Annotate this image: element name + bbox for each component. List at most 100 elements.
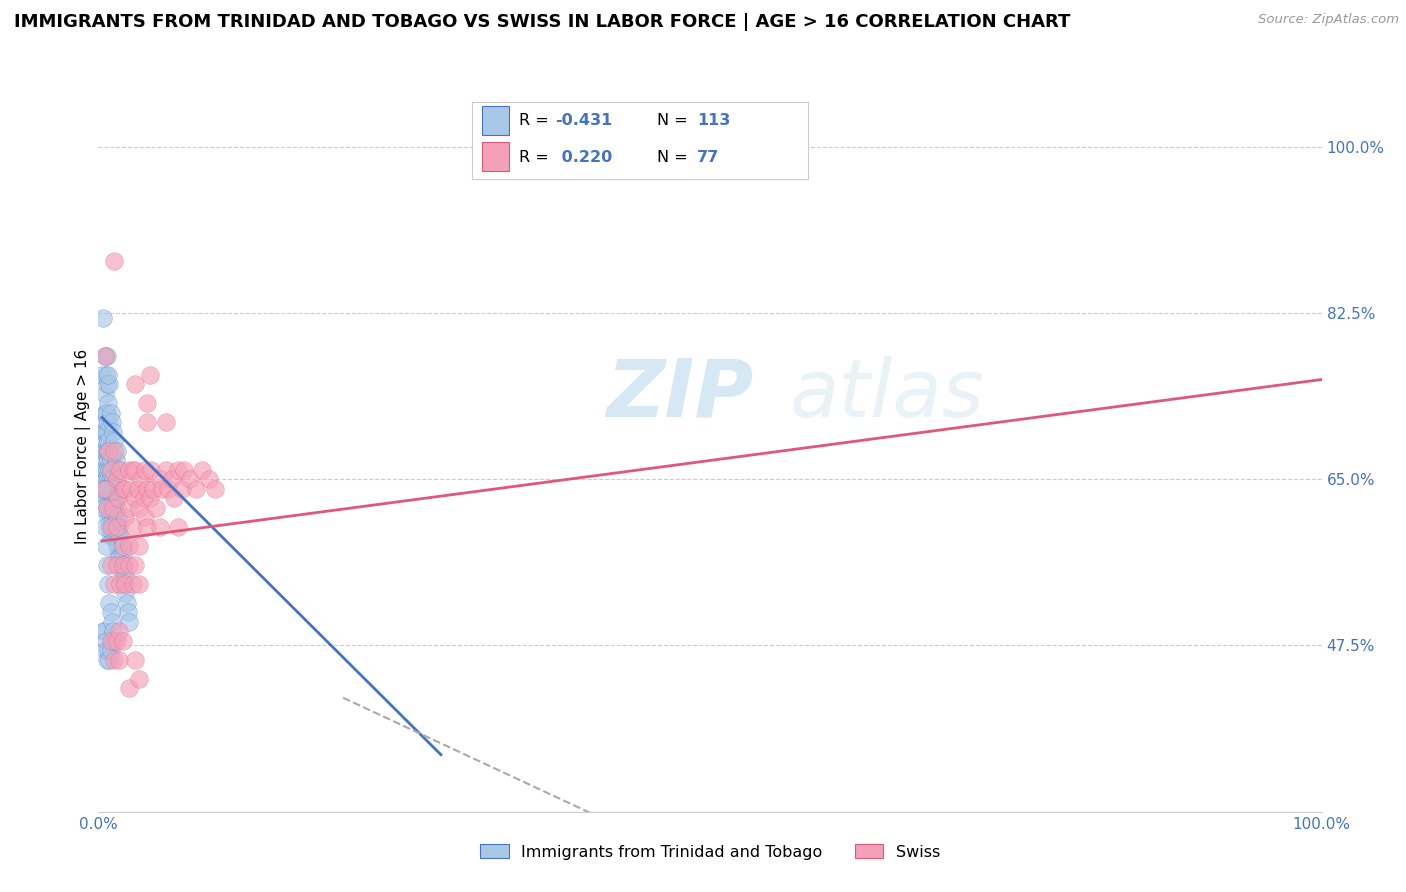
- Point: [104, 510, 127, 524]
- Point: [93, 482, 115, 496]
- Point: [94, 633, 117, 648]
- Point: [111, 558, 134, 572]
- Point: [96, 463, 118, 477]
- Point: [114, 586, 136, 600]
- Point: [100, 633, 122, 648]
- Point: [94, 482, 117, 496]
- Point: [167, 463, 190, 477]
- Point: [103, 443, 125, 458]
- Point: [149, 472, 172, 486]
- Point: [103, 482, 125, 496]
- Point: [100, 643, 122, 657]
- Point: [105, 520, 128, 534]
- Point: [118, 463, 141, 477]
- Point: [101, 425, 124, 439]
- Point: [139, 491, 162, 506]
- Point: [93, 425, 115, 439]
- Point: [98, 377, 121, 392]
- Point: [97, 643, 120, 657]
- Point: [107, 463, 129, 477]
- Legend: Immigrants from Trinidad and Tobago, Swiss: Immigrants from Trinidad and Tobago, Swi…: [474, 838, 946, 866]
- Point: [136, 415, 159, 429]
- Point: [103, 653, 125, 667]
- Point: [114, 510, 136, 524]
- Point: [101, 415, 124, 429]
- Point: [96, 500, 118, 515]
- Point: [98, 463, 121, 477]
- Point: [100, 453, 122, 467]
- Point: [136, 482, 159, 496]
- Point: [97, 472, 120, 486]
- Point: [96, 377, 118, 392]
- Point: [97, 396, 120, 410]
- Point: [96, 653, 118, 667]
- Point: [124, 653, 146, 667]
- Point: [118, 539, 141, 553]
- Point: [94, 472, 117, 486]
- Point: [94, 415, 117, 429]
- Point: [103, 520, 125, 534]
- Point: [105, 500, 128, 515]
- Point: [101, 482, 124, 496]
- Text: ZIP: ZIP: [606, 356, 754, 434]
- Point: [93, 520, 115, 534]
- Point: [91, 500, 114, 515]
- Point: [124, 377, 146, 392]
- Point: [173, 463, 195, 477]
- Point: [91, 425, 114, 439]
- Point: [101, 472, 124, 486]
- Point: [105, 443, 128, 458]
- Point: [128, 500, 150, 515]
- Point: [103, 500, 125, 515]
- Point: [91, 463, 114, 477]
- Point: [118, 615, 141, 629]
- Point: [97, 510, 120, 524]
- Point: [134, 463, 156, 477]
- Point: [101, 510, 124, 524]
- Point: [179, 472, 201, 486]
- Point: [118, 681, 141, 696]
- Point: [111, 548, 134, 562]
- Point: [96, 349, 118, 363]
- Point: [98, 520, 121, 534]
- Point: [110, 463, 132, 477]
- Point: [118, 558, 141, 572]
- Point: [91, 310, 114, 325]
- Y-axis label: In Labor Force | Age > 16: In Labor Force | Age > 16: [76, 349, 91, 543]
- Point: [100, 558, 122, 572]
- Point: [128, 672, 150, 686]
- Point: [98, 500, 121, 515]
- Point: [101, 624, 124, 639]
- Point: [129, 472, 152, 486]
- Point: [197, 472, 219, 486]
- Point: [124, 463, 146, 477]
- Point: [100, 520, 122, 534]
- Point: [114, 482, 136, 496]
- Point: [93, 386, 115, 401]
- Point: [167, 520, 190, 534]
- Point: [91, 624, 114, 639]
- Point: [121, 576, 143, 591]
- Point: [94, 368, 117, 382]
- Point: [108, 624, 131, 639]
- Point: [101, 615, 124, 629]
- Point: [117, 605, 139, 619]
- Point: [114, 576, 136, 591]
- Point: [186, 482, 208, 496]
- Point: [112, 558, 135, 572]
- Point: [94, 434, 117, 449]
- Point: [112, 576, 135, 591]
- Point: [107, 529, 129, 543]
- Point: [107, 510, 129, 524]
- Point: [100, 472, 122, 486]
- Point: [93, 463, 115, 477]
- Point: [100, 463, 122, 477]
- Point: [128, 576, 150, 591]
- Point: [98, 443, 121, 458]
- Point: [104, 453, 127, 467]
- Point: [97, 491, 120, 506]
- Point: [96, 425, 118, 439]
- Point: [108, 558, 131, 572]
- Point: [155, 415, 177, 429]
- Point: [93, 443, 115, 458]
